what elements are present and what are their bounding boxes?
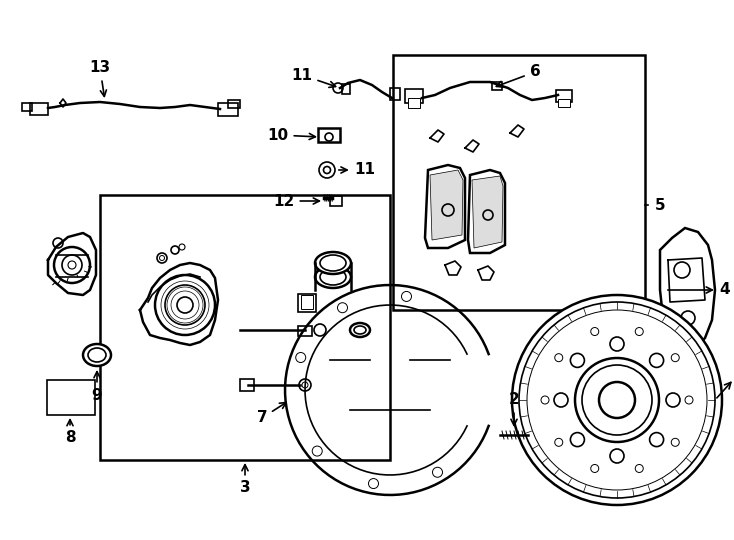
Bar (228, 100, 240, 108)
Circle shape (570, 353, 584, 367)
Bar (408, 98, 420, 108)
Circle shape (666, 393, 680, 407)
Bar (218, 103, 238, 116)
Circle shape (575, 358, 659, 442)
Text: 10: 10 (267, 127, 316, 143)
Bar (100, 195, 390, 460)
Polygon shape (430, 170, 463, 240)
Circle shape (591, 328, 599, 335)
Bar (30, 103, 48, 115)
Circle shape (635, 328, 643, 335)
Circle shape (554, 393, 568, 407)
Polygon shape (425, 165, 465, 248)
Text: 12: 12 (273, 193, 319, 208)
Bar (240, 379, 254, 391)
Bar (556, 90, 572, 102)
Ellipse shape (83, 344, 111, 366)
Polygon shape (660, 228, 715, 348)
Bar (298, 294, 316, 312)
Bar (390, 88, 400, 100)
Circle shape (610, 337, 624, 351)
Bar (393, 55, 645, 310)
Bar (492, 82, 502, 90)
Bar (330, 196, 342, 206)
Bar (558, 99, 570, 107)
Bar (342, 84, 350, 94)
Circle shape (570, 433, 584, 447)
Text: 7: 7 (257, 402, 286, 426)
Text: 2: 2 (509, 393, 520, 426)
Bar (522, 432, 536, 443)
Bar (47, 380, 95, 415)
Text: 11: 11 (339, 163, 376, 178)
Text: 5: 5 (655, 198, 665, 213)
Ellipse shape (350, 323, 370, 337)
Bar (22, 103, 32, 111)
Circle shape (610, 449, 624, 463)
Text: 1: 1 (717, 362, 734, 398)
Circle shape (650, 353, 664, 367)
Circle shape (672, 354, 679, 362)
Bar (318, 128, 340, 142)
Bar (301, 295, 313, 309)
Text: 6: 6 (496, 64, 540, 87)
Polygon shape (472, 176, 503, 248)
Polygon shape (468, 170, 505, 253)
Circle shape (650, 433, 664, 447)
Ellipse shape (315, 266, 351, 288)
Text: 4: 4 (668, 282, 730, 298)
Circle shape (555, 354, 563, 362)
Text: 11: 11 (291, 68, 335, 87)
Text: 8: 8 (65, 420, 76, 446)
Circle shape (591, 464, 599, 472)
Circle shape (685, 396, 693, 404)
Bar (405, 89, 423, 103)
Circle shape (635, 464, 643, 472)
Circle shape (541, 396, 549, 404)
Text: 13: 13 (90, 60, 111, 97)
Text: 3: 3 (240, 464, 250, 496)
Circle shape (599, 382, 635, 418)
Circle shape (512, 295, 722, 505)
Bar (298, 326, 312, 336)
Circle shape (672, 438, 679, 447)
Circle shape (555, 438, 563, 447)
Ellipse shape (315, 252, 351, 274)
Text: 9: 9 (92, 372, 102, 402)
